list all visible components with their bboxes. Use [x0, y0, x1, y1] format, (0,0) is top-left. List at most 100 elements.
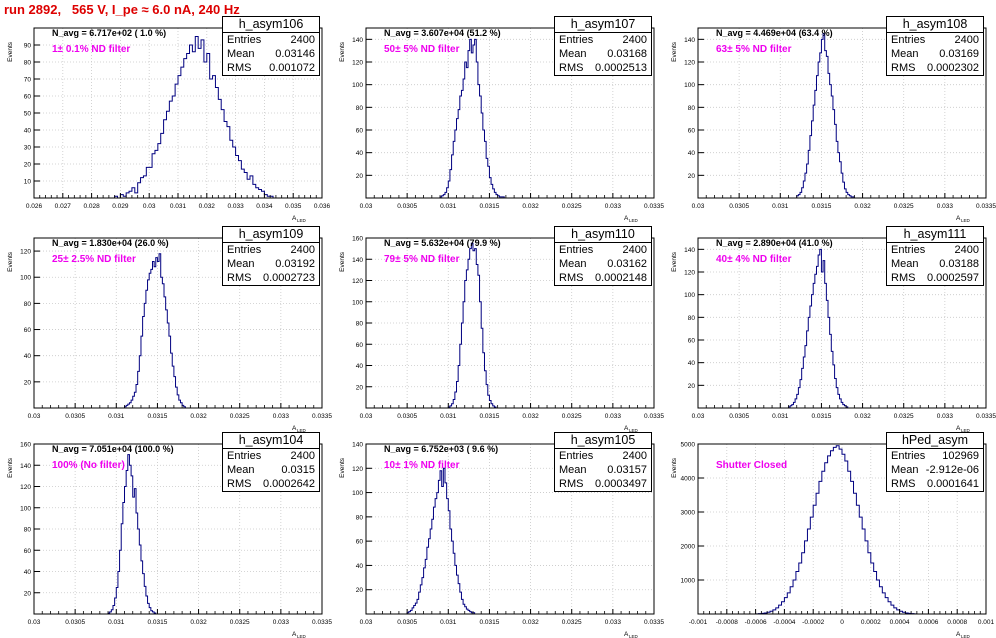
- y-tick-label: 120: [352, 278, 363, 285]
- x-tick-label: 0.03: [692, 203, 705, 210]
- stats-row: RMS 0.0002302: [887, 61, 983, 75]
- x-tick-label: 0.0335: [976, 413, 996, 420]
- n-avg-label: N_avg = 5.632e+04 (79.9 %): [384, 238, 501, 248]
- stats-box: h_asym110 Entries 2400 Mean 0.03162 RMS 0.0002…: [554, 226, 652, 286]
- histogram-line: [447, 242, 497, 408]
- x-tick-label: 0.0305: [65, 413, 85, 420]
- stats-row: Mean 0.03168: [555, 47, 651, 61]
- x-tick-label: 0.0315: [147, 413, 167, 420]
- y-axis-title: Events: [339, 251, 346, 272]
- y-tick-label: 60: [24, 327, 32, 334]
- y-tick-label: 20: [356, 587, 364, 594]
- x-tick-label: 0.033: [605, 413, 622, 420]
- stats-value: 0.0003497: [595, 478, 647, 490]
- y-tick-label: 60: [688, 128, 696, 135]
- histogram-name: h_asym108: [887, 17, 983, 33]
- y-tick-label: 70: [24, 77, 32, 84]
- x-tick-label: 0.032: [522, 413, 539, 420]
- filter-label: 50± 5% ND filter: [384, 44, 460, 55]
- stats-box: h_asym106 Entries 2400 Mean 0.03146 RMS 0.0010…: [222, 16, 320, 76]
- y-tick-label: 40: [356, 363, 364, 370]
- x-tick-label: 0.03: [692, 413, 705, 420]
- y-tick-label: 100: [20, 505, 31, 512]
- x-tick-label: 0.034: [256, 203, 273, 210]
- stats-key: Entries: [891, 450, 926, 462]
- histogram-panel: 0.03 0.0305 0.031 0.0315 0.032 0.0325 0.033 0.0…: [0, 226, 332, 433]
- stats-key: Mean: [891, 464, 919, 476]
- stats-row: Mean 0.03162: [555, 257, 651, 271]
- y-tick-label: 60: [688, 338, 696, 345]
- histogram-svg: 0.03 0.0305 0.031 0.0315 0.032 0.0325 0.033 0.0…: [339, 27, 664, 223]
- x-axis-title: A: [624, 215, 629, 222]
- y-tick-label: 40: [356, 150, 364, 157]
- y-tick-label: 80: [688, 105, 696, 112]
- filter-label: 100% (No filter): [52, 460, 125, 471]
- x-tick-label: 0.0004: [890, 619, 910, 626]
- histogram-line: [114, 36, 274, 199]
- x-tick-label: 0.029: [112, 203, 129, 210]
- stats-box: h_asym104 Entries 2400 Mean 0.0315 RMS 0.00026…: [222, 432, 320, 492]
- stats-row: RMS 0.0002513: [555, 61, 651, 75]
- histogram-panel: 0.03 0.0305 0.031 0.0315 0.032 0.0325 0.033 0.0…: [0, 432, 332, 638]
- stats-key: RMS: [227, 272, 252, 284]
- y-tick-label: 100: [352, 82, 363, 89]
- y-tick-label: 80: [356, 321, 364, 328]
- x-tick-label: 0.0008: [947, 619, 967, 626]
- x-tick-label: 0.027: [55, 203, 72, 210]
- x-tick-label: 0.0335: [312, 619, 332, 626]
- y-tick-label: 40: [356, 563, 364, 570]
- histogram-name: h_asym104: [223, 433, 319, 449]
- x-tick-label: 0.031: [440, 413, 457, 420]
- stats-row: RMS 0.0003497: [555, 477, 651, 491]
- stats-value: 0.0002597: [927, 272, 979, 284]
- y-tick-label: 120: [684, 60, 695, 67]
- x-axis-subscript: LED: [961, 634, 971, 638]
- histogram-name: h_asym107: [555, 17, 651, 33]
- stats-key: Mean: [559, 48, 587, 60]
- x-tick-label: 0.031: [108, 413, 125, 420]
- x-tick-label: 0.03: [360, 413, 373, 420]
- x-axis-title: A: [956, 425, 961, 432]
- y-tick-label: 60: [24, 548, 32, 555]
- stats-row: Mean 0.03146: [223, 47, 319, 61]
- plot-frame: [697, 237, 987, 409]
- stats-key: Entries: [227, 450, 262, 462]
- stats-value: 2400: [290, 34, 315, 46]
- y-axis-title: Events: [671, 457, 678, 478]
- y-tick-label: 100: [684, 82, 695, 89]
- y-tick-label: 160: [20, 442, 31, 449]
- y-tick-label: 140: [20, 463, 31, 470]
- y-tick-label: 60: [356, 128, 364, 135]
- n-avg-label: N_avg = 1.830e+04 (26.0 %): [52, 238, 169, 248]
- stats-value: 0.001072: [269, 62, 315, 74]
- stats-box: h_asym108 Entries 2400 Mean 0.03169 RMS 0.0002…: [886, 16, 984, 76]
- plot-frame: [365, 443, 655, 615]
- y-tick-label: 140: [684, 247, 695, 254]
- y-tick-label: 100: [352, 299, 363, 306]
- x-axis-title: A: [624, 425, 629, 432]
- stats-value: 0.0002302: [927, 62, 979, 74]
- stats-key: Entries: [891, 34, 926, 46]
- x-tick-label: 0.0325: [562, 203, 582, 210]
- stats-key: Entries: [559, 244, 594, 256]
- x-tick-label: 0.033: [605, 619, 622, 626]
- y-tick-label: 3000: [681, 510, 696, 517]
- x-tick-label: 0.001: [978, 619, 995, 626]
- stats-row: Entries 2400: [223, 33, 319, 47]
- stats-key: Mean: [559, 464, 587, 476]
- filter-label: 79± 5% ND filter: [384, 254, 460, 265]
- filter-label: 10± 1% ND filter: [384, 460, 460, 471]
- stats-key: Entries: [559, 450, 594, 462]
- y-tick-label: 20: [24, 162, 32, 169]
- stats-box: hPed_asym Entries 102969 Mean -2.912e-06 RMS 0…: [886, 432, 984, 492]
- x-tick-label: 0.031: [170, 203, 187, 210]
- y-tick-label: 140: [684, 37, 695, 44]
- x-tick-label: 0.0335: [312, 413, 332, 420]
- y-tick-label: 80: [356, 105, 364, 112]
- y-axis-title: Events: [7, 457, 14, 478]
- histogram-line: [406, 467, 476, 614]
- y-tick-label: 40: [24, 353, 32, 360]
- n-avg-label: N_avg = 2.890e+04 (41.0 %): [716, 238, 833, 248]
- y-tick-label: 100: [352, 490, 363, 497]
- y-tick-label: 40: [24, 128, 32, 135]
